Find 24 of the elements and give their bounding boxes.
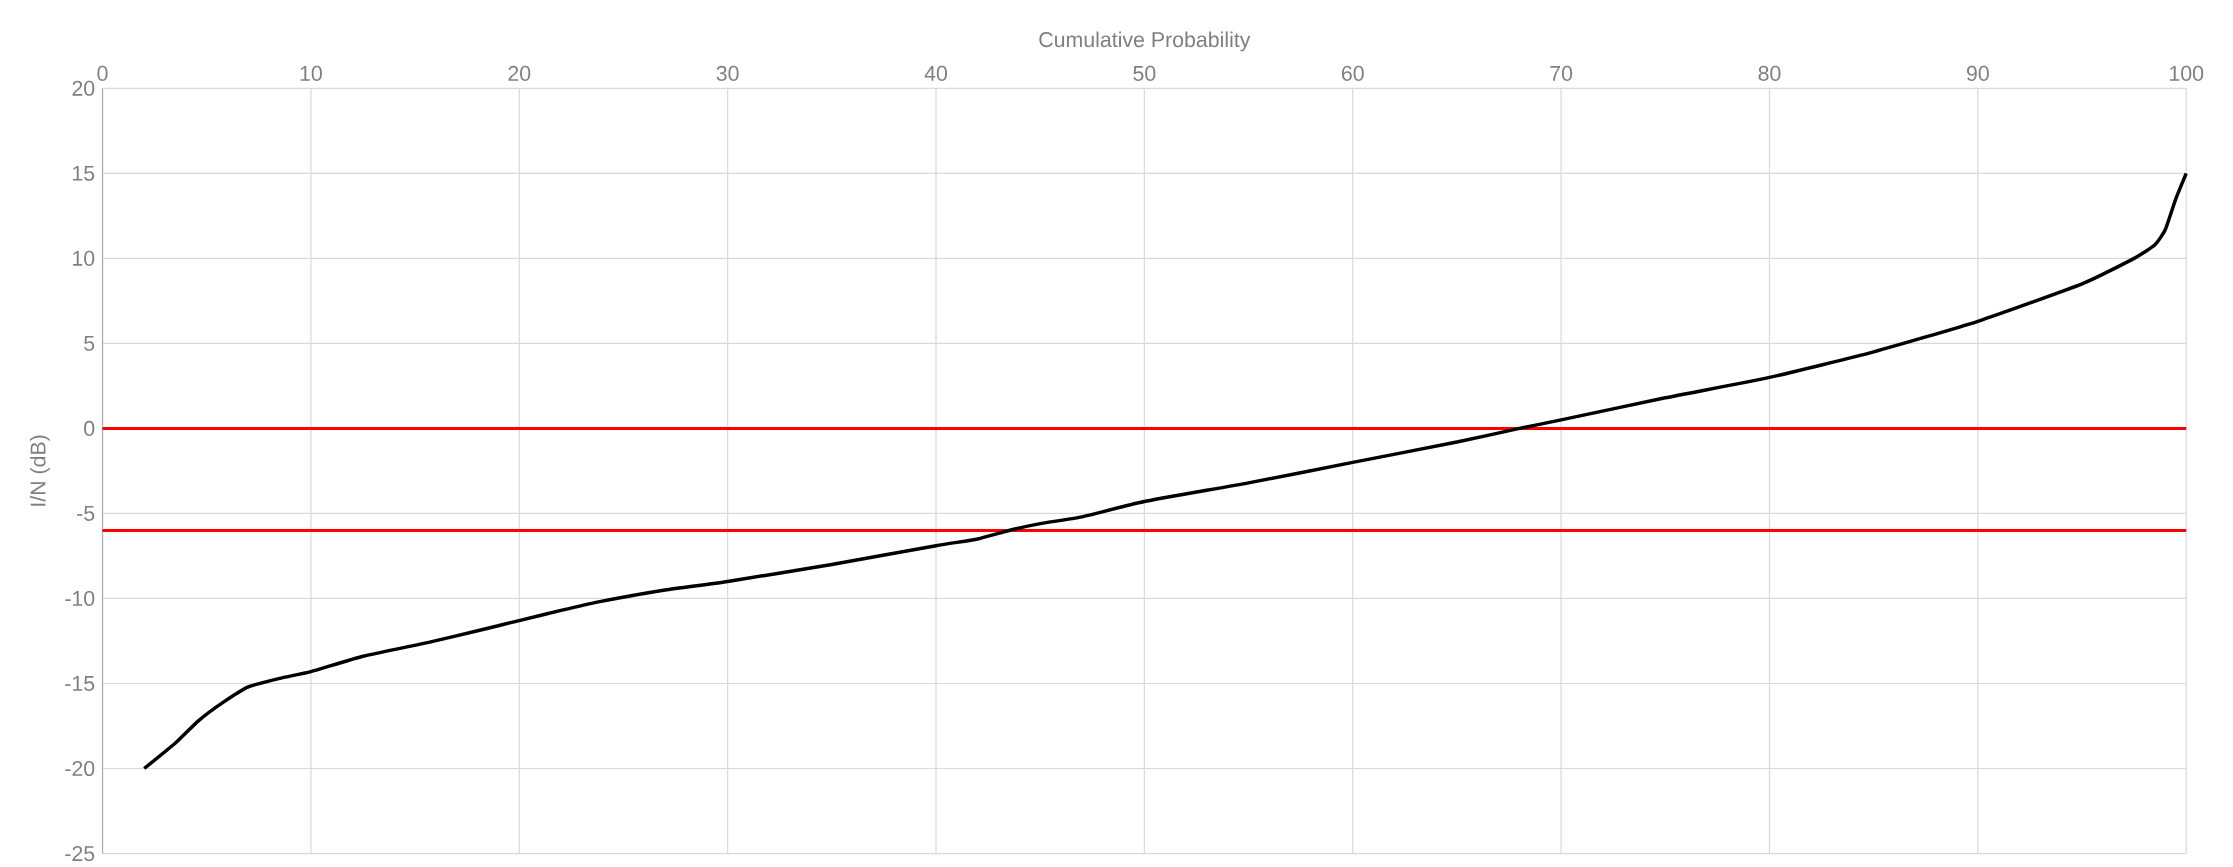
y-tick-label: -15 [65, 676, 95, 692]
x-tick-label: 80 [1758, 66, 1781, 82]
line-series [142, 171, 2188, 771]
y-tick-label: 20 [72, 81, 95, 97]
y-tick-label: 0 [84, 421, 95, 437]
y-tick-label: -20 [65, 761, 95, 777]
y-tick-label: -10 [65, 591, 95, 607]
y-tick-label: 5 [84, 336, 95, 352]
y-tick-label: 15 [73, 166, 95, 182]
x-axis-title: Cumulative Probability [1039, 31, 1251, 52]
x-tick-label: 40 [924, 66, 948, 82]
x-tick-label: 0 [97, 66, 108, 82]
x-tick-label: 50 [1133, 66, 1156, 82]
y-axis-title: I/N (dB) [29, 435, 50, 506]
x-tick-label: 70 [1550, 66, 1573, 82]
x-tick-label: 20 [508, 66, 531, 82]
x-tick-label: 10 [300, 66, 322, 82]
y-tick-label: 10 [73, 251, 95, 267]
x-tick-label: 90 [1966, 66, 1989, 82]
x-tick-label: 60 [1341, 66, 1364, 82]
y-tick-label: -5 [77, 506, 95, 522]
x-tick-label: 100 [2170, 66, 2204, 82]
x-tick-label: 30 [716, 66, 739, 82]
y-tick-label: -25 [65, 846, 95, 862]
